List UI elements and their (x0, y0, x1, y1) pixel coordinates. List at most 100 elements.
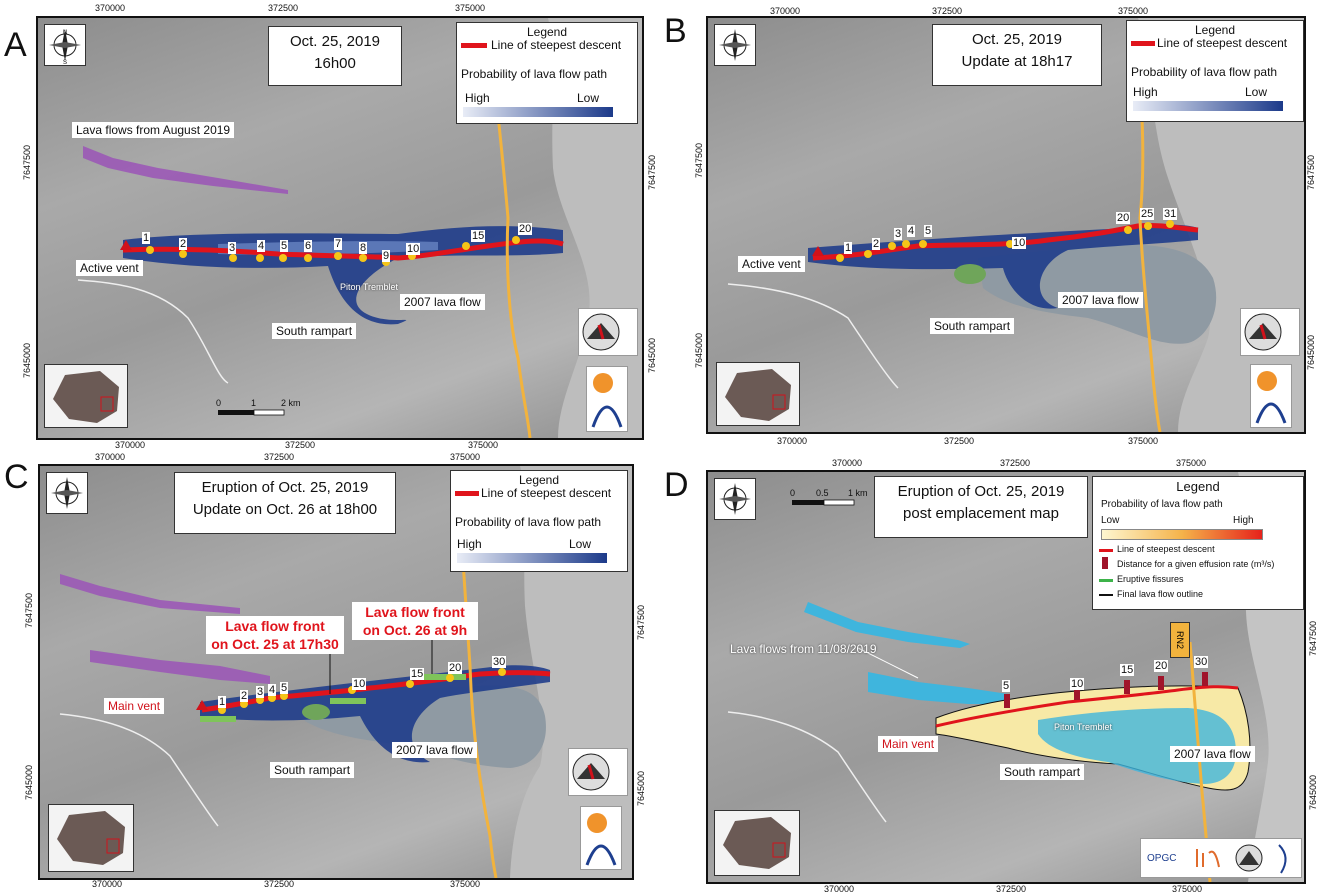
y-tick: 7647500 (636, 604, 646, 640)
distance-marker (229, 254, 237, 262)
distance-marker (888, 242, 896, 250)
label-south-rampart: South rampart (270, 762, 355, 778)
distance-marker (864, 250, 872, 258)
legend-low: Low (577, 91, 600, 105)
legend-item-steepest: Line of steepest descent (1117, 544, 1215, 554)
label-piton-tremblet: Piton Tremblet (340, 282, 399, 292)
map-c: 1 2 3 4 5 10 15 20 30 Eruption of Oct. 2… (38, 464, 634, 880)
x-tick: 375000 (1118, 6, 1149, 16)
y-tick: 7647500 (1306, 154, 1316, 190)
distance-marker (240, 700, 248, 708)
label-active-vent: Active vent (738, 256, 805, 272)
map-title-box: Eruption of Oct. 25, 2019 post emplaceme… (874, 476, 1088, 538)
panel-letter: B (664, 12, 687, 50)
legend-prob-label: Probability of lava flow path (455, 515, 602, 529)
distance-marker (179, 250, 187, 258)
svg-text:OPGC: OPGC (1147, 853, 1176, 864)
y-tick: 7645000 (1306, 334, 1316, 370)
distance-label: 5 (1002, 680, 1011, 692)
map-title-update: Update on Oct. 26 at 18h00 (192, 501, 378, 518)
ovpf-logo-icon (572, 753, 610, 791)
scale-label: 1 km (848, 488, 868, 498)
x-tick: 375000 (1176, 458, 1207, 468)
panel-letter: C (4, 458, 29, 496)
legend-low: Low (569, 537, 592, 551)
distance-marker (256, 254, 264, 262)
label-active-vent: Active vent (76, 260, 143, 276)
effusion-marker (1004, 694, 1010, 708)
ovpf-logo-icon (1244, 313, 1282, 351)
legend-line-swatch (455, 491, 479, 496)
leader-line (857, 647, 919, 679)
y-tick: 7645000 (694, 332, 704, 368)
distance-label: 7 (334, 238, 343, 250)
label-2007-flow: 2007 lava flow (1058, 292, 1143, 308)
x-tick: 372500 (285, 440, 316, 450)
map-d: 5 10 15 20 30 0 0.5 1 km Eruption of Oct… (706, 470, 1306, 884)
x-tick: 375000 (455, 3, 486, 13)
probability-swath (200, 665, 550, 763)
scale-bar-black (218, 410, 254, 415)
distance-label: 5 (280, 682, 289, 694)
x-tick: 370000 (95, 3, 126, 13)
legend-title: Legend (518, 473, 560, 487)
flow-front-oct26-date: on Oct. 26 at 9h (362, 622, 468, 638)
distance-label: 9 (382, 250, 391, 262)
legend-low: Low (1101, 515, 1120, 526)
flow-front-oct25-title: Lava flow front (225, 618, 325, 634)
y-tick: 7647500 (22, 144, 32, 180)
map-title-date: Oct. 25, 2019 (971, 31, 1063, 48)
ipgp-logo-icon (585, 813, 617, 866)
label-august-flows: Lava flows from August 2019 (72, 122, 235, 138)
scale-label: 2 km (281, 398, 301, 408)
ovpf-logo (1240, 308, 1300, 356)
distance-marker (146, 246, 154, 254)
label-main-vent: Main vent (104, 698, 165, 714)
scale-bar-black (792, 500, 824, 505)
distance-label: 31 (1163, 208, 1178, 220)
panel-letter: D (664, 466, 689, 504)
distance-label: 6 (304, 240, 313, 252)
compass (46, 472, 88, 514)
distance-label: 30 (492, 656, 507, 668)
compass (714, 24, 756, 66)
rn2-road-label: RN2 (1170, 622, 1190, 658)
legend-line-swatch (1131, 41, 1155, 46)
distance-label: 15 (410, 668, 425, 680)
label-south-rampart: South rampart (272, 323, 357, 339)
steepest-descent-line (935, 685, 1239, 728)
island-icon (725, 369, 791, 421)
label-piton-tremblet: Piton Tremblet (1054, 722, 1113, 732)
scale-label: 1 (251, 398, 257, 408)
distance-marker (268, 694, 276, 702)
legend: Legend Line of steepest descent Probabil… (1126, 20, 1304, 122)
august-2019-flow (83, 146, 288, 194)
distance-label: 20 (448, 662, 463, 674)
x-tick: 372500 (932, 6, 963, 16)
flow-front-oct25-date: on Oct. 25 at 17h30 (211, 636, 339, 652)
x-tick: 372500 (264, 452, 295, 462)
x-tick: 372500 (1000, 458, 1031, 468)
distance-label: 2 (240, 690, 249, 702)
legend-item-effusion: Distance for a given effusion rate (m³/s… (1117, 559, 1275, 569)
compass-rose-icon: NS (49, 29, 81, 66)
effusion-marker (1158, 676, 1164, 690)
legend: Legend Line of steepest descent Probabil… (456, 22, 638, 124)
ipgp-logo (586, 366, 628, 432)
piton-fissure (954, 264, 986, 284)
y-tick: 7647500 (1308, 620, 1318, 656)
x-tick: 375000 (450, 452, 481, 462)
distance-label: 15 (471, 230, 486, 242)
y-tick: 7645000 (647, 337, 657, 373)
august-2019-flow (868, 672, 1008, 704)
x-tick: 370000 (115, 440, 146, 450)
effusion-markers (1004, 672, 1208, 708)
ovpf-logo-icon (582, 313, 620, 351)
scale-label: 0 (790, 488, 796, 498)
legend-gradient (463, 107, 613, 117)
legend-high: High (1133, 85, 1158, 99)
island-icon (53, 371, 119, 423)
legend-gradient (1133, 101, 1283, 111)
distance-label: 30 (1194, 656, 1209, 668)
